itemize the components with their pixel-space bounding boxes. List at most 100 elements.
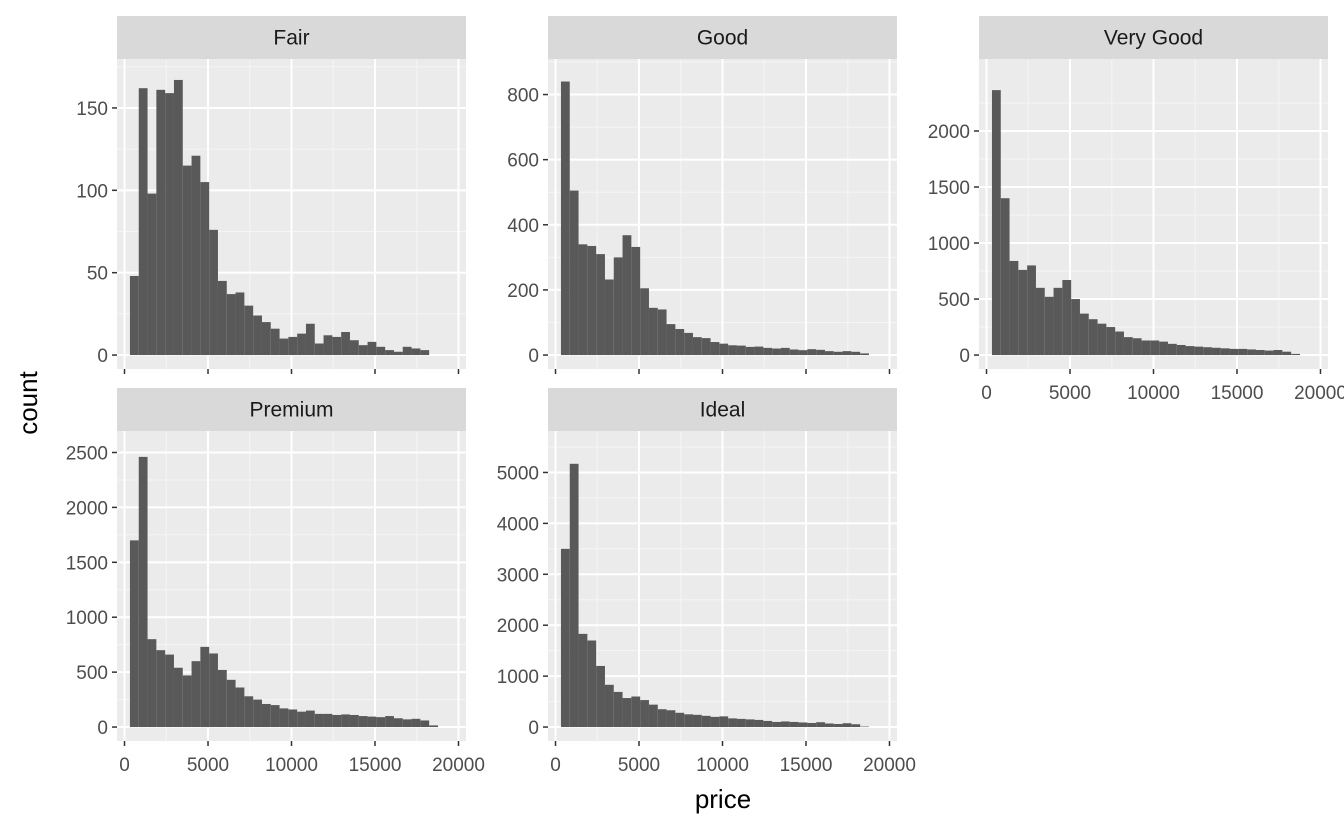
histogram-bar [385,350,394,356]
histogram-bar [991,90,1001,356]
histogram-bar [323,335,333,356]
histogram-bar [305,323,315,356]
histogram-bar [763,347,773,356]
histogram-bar [789,349,799,356]
x-tick-label: 0 [119,755,130,776]
histogram-bar [684,714,693,728]
histogram-bar [156,89,166,356]
histogram-bar [182,165,192,356]
y-tick-label: 600 [507,151,539,172]
histogram-bar [772,348,781,356]
histogram-bar [1247,349,1256,356]
histogram-bar [385,716,394,728]
histogram-bar [244,305,254,356]
histogram-bar [226,679,236,728]
histogram-bar [1071,299,1080,356]
x-tick-label: 0 [550,755,561,776]
histogram-bar [701,715,711,728]
x-tick-label: 5000 [618,755,660,776]
y-tick-label: 3000 [497,565,539,586]
histogram-bar [411,348,421,356]
histogram-bar [692,714,702,728]
histogram-bar [692,337,702,356]
histogram-bar [358,716,368,728]
x-tick-label: 15000 [780,755,833,776]
facet-strip [548,16,897,59]
histogram-bar [1079,313,1089,356]
y-tick-label: 200 [507,281,539,302]
facet-ideal: Ideal 0 1000 2000 3000 4000 5000 0 5000 10000 1500… [497,388,916,776]
histogram-bar [1255,350,1265,356]
histogram-bar [684,332,693,356]
histogram-bar [147,639,157,728]
histogram-bar [560,548,570,728]
histogram-bar [420,350,430,356]
facet-fair: Fair 0 50 100 150 [76,16,466,374]
histogram-bar [341,331,350,356]
histogram-bar [622,698,632,728]
histogram-bar [824,351,834,356]
y-tick-label: 1000 [497,667,539,688]
histogram-bar [666,710,676,728]
histogram-bar [147,193,157,356]
y-tick-label: 1000 [928,234,970,255]
y-tick-label: 500 [938,290,970,311]
histogram-bar [429,725,438,728]
histogram-bar [754,719,764,728]
histogram-bar [367,341,377,356]
y-tick-label: 2500 [66,443,108,464]
histogram-bar [314,713,324,728]
x-tick-label: 10000 [265,755,318,776]
histogram-bar [261,703,271,728]
histogram-bar [1123,337,1133,356]
y-tick-label: 400 [507,216,539,237]
x-tick-label: 20000 [863,755,916,776]
histogram-bar [763,720,773,728]
histogram-bar [129,540,139,728]
histogram-bar [604,684,614,728]
histogram-bar [1194,346,1204,356]
histogram-bar [1185,346,1195,356]
histogram-bar [191,155,201,356]
histogram-bar [297,711,306,728]
x-tick-label: 10000 [1127,383,1180,404]
y-tick-label: 500 [76,663,108,684]
histogram-bar [728,718,737,728]
histogram-bar [138,88,148,356]
x-tick-label: 5000 [1049,383,1091,404]
histogram-bar [578,244,588,356]
facet-strip-label: Very Good [1104,27,1203,50]
x-tick-label: 5000 [187,755,229,776]
histogram-bar [613,691,623,728]
histogram-bar [631,696,641,728]
histogram-bar [860,353,869,356]
histogram-bar [288,709,298,728]
histogram-bar [358,345,368,356]
histogram-bar [332,714,342,728]
histogram-bar [798,722,808,728]
y-tick-label: 0 [97,718,108,739]
y-tick-label: 1500 [928,178,970,199]
histogram-bar [1176,344,1186,356]
histogram-bar [745,719,755,728]
y-axis-title: count [13,370,43,434]
histogram-bar [235,687,245,728]
histogram-bar [1159,341,1168,356]
facet-strip [117,16,466,59]
y-tick-label: 150 [76,99,108,120]
histogram-bar [1273,350,1283,356]
histogram-bar [1044,296,1054,356]
histogram-bar [270,705,280,728]
x-tick-label: 0 [981,383,992,404]
histogram-bar [772,721,781,728]
histogram-bar [604,279,614,356]
y-tick-label: 2000 [66,498,108,519]
histogram-bar [569,190,579,356]
histogram-bar [1115,331,1124,356]
histogram-bar [305,710,315,728]
y-tick-label: 0 [959,346,970,367]
histogram-bar [824,723,834,728]
histogram-bar [745,346,755,356]
histogram-bar [217,280,227,356]
